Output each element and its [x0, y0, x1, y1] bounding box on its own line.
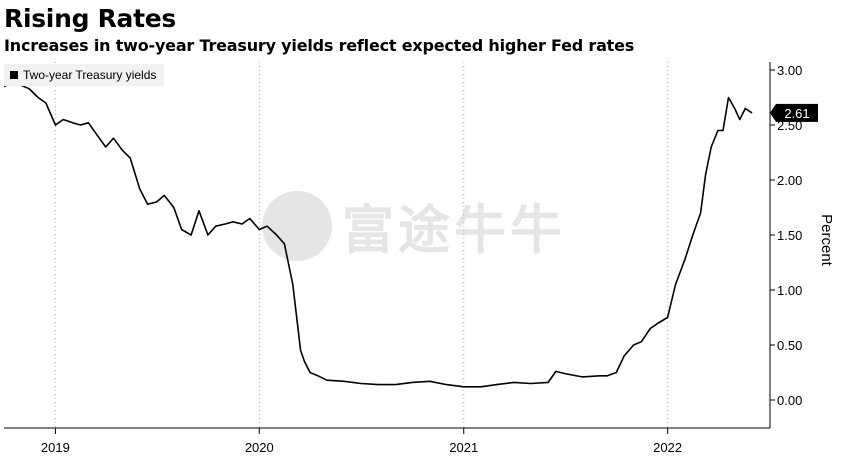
legend: Two-year Treasury yields: [4, 64, 165, 86]
x-tick-label: 2022: [653, 440, 682, 455]
y-tick-label: 2.00: [777, 173, 802, 188]
y-tick-label: 3.00: [777, 63, 802, 78]
legend-swatch: [10, 71, 18, 79]
legend-label: Two-year Treasury yields: [23, 68, 157, 82]
last-value-tag: [776, 103, 818, 122]
chart-title: Rising Rates: [4, 4, 176, 33]
y-tick-label: 0.00: [777, 393, 802, 408]
x-tick-label: 2020: [245, 440, 274, 455]
last-value-label: 2.61: [784, 106, 809, 121]
last-value-tag-pointer: [770, 103, 776, 122]
x-tick-label: 2021: [449, 440, 478, 455]
y-tick-label: 0.50: [777, 338, 802, 353]
chart-subtitle: Increases in two-year Treasury yields re…: [4, 36, 635, 55]
y-tick-label: 1.00: [777, 283, 802, 298]
y-axis-label: Percent: [818, 214, 835, 267]
x-tick-label: 2019: [41, 440, 70, 455]
y-tick-label: 1.50: [777, 228, 802, 243]
series-line: [3, 82, 753, 388]
